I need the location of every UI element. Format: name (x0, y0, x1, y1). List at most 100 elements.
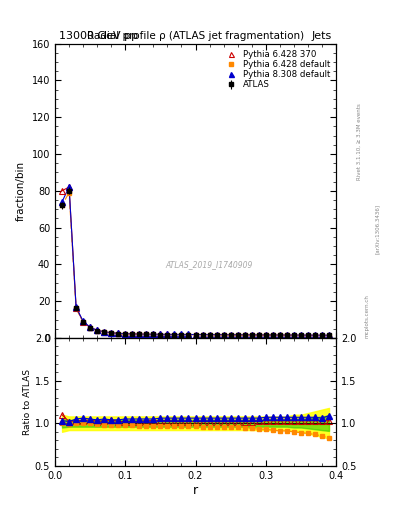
Pythia 6.428 default (74, 305, 79, 311)
Pythia 8.308 default (193, 331, 198, 337)
Pythia 6.428 default (151, 331, 156, 337)
Pythia 6.428 default (250, 332, 254, 338)
Pythia 6.428 370 (109, 330, 114, 336)
Pythia 6.428 370 (60, 188, 64, 194)
Pythia 6.428 default (256, 332, 261, 338)
Pythia 6.428 370 (285, 332, 289, 338)
Pythia 8.308 default (207, 332, 212, 338)
Pythia 6.428 370 (250, 332, 254, 338)
Pythia 6.428 default (292, 332, 296, 338)
Pythia 6.428 370 (81, 318, 86, 325)
Pythia 8.308 default (179, 331, 184, 337)
Pythia 6.428 370 (193, 332, 198, 338)
Pythia 8.308 default (242, 332, 247, 338)
Pythia 6.428 370 (228, 332, 233, 338)
Pythia 6.428 370 (327, 332, 331, 338)
Pythia 8.308 default (214, 332, 219, 338)
Pythia 6.428 370 (292, 332, 296, 338)
Pythia 8.308 default (172, 331, 177, 337)
Pythia 6.428 370 (179, 331, 184, 337)
Pythia 8.308 default (95, 327, 99, 333)
Pythia 8.308 default (88, 324, 92, 330)
Pythia 6.428 default (67, 189, 72, 196)
Pythia 8.308 default (320, 332, 324, 338)
Pythia 6.428 default (312, 333, 317, 339)
Pythia 6.428 370 (186, 332, 191, 338)
Pythia 8.308 default (263, 332, 268, 338)
Pythia 8.308 default (137, 331, 142, 337)
Pythia 6.428 default (235, 332, 240, 338)
Pythia 6.428 default (179, 332, 184, 338)
Pythia 8.308 default (221, 332, 226, 338)
Legend: Pythia 6.428 370, Pythia 6.428 default, Pythia 8.308 default, ATLAS: Pythia 6.428 370, Pythia 6.428 default, … (220, 48, 332, 91)
Pythia 8.308 default (116, 330, 121, 336)
Pythia 6.428 370 (67, 184, 72, 190)
Pythia 6.428 default (306, 333, 310, 339)
X-axis label: r: r (193, 483, 198, 497)
Pythia 8.308 default (109, 330, 114, 336)
Pythia 6.428 370 (88, 325, 92, 331)
Pythia 6.428 370 (151, 331, 156, 337)
Pythia 6.428 370 (102, 329, 107, 335)
Y-axis label: fraction/bin: fraction/bin (16, 161, 26, 221)
Pythia 6.428 default (116, 331, 121, 337)
Pythia 6.428 default (242, 332, 247, 338)
Pythia 8.308 default (67, 184, 72, 190)
Text: 13000 GeV pp: 13000 GeV pp (59, 31, 138, 41)
Pythia 8.308 default (165, 331, 170, 337)
Pythia 6.428 default (320, 333, 324, 339)
Pythia 8.308 default (186, 331, 191, 337)
Pythia 8.308 default (144, 331, 149, 337)
Pythia 6.428 370 (116, 330, 121, 336)
Pythia 6.428 default (81, 319, 86, 325)
Pythia 8.308 default (292, 332, 296, 338)
Pythia 6.428 default (228, 332, 233, 338)
Pythia 6.428 default (214, 332, 219, 338)
Text: ATLAS_2019_I1740909: ATLAS_2019_I1740909 (166, 260, 253, 269)
Pythia 8.308 default (158, 331, 163, 337)
Line: Pythia 6.428 default: Pythia 6.428 default (60, 190, 331, 338)
Pythia 6.428 370 (221, 332, 226, 338)
Pythia 6.428 default (102, 329, 107, 335)
Text: Rivet 3.1.10, ≥ 3.3M events: Rivet 3.1.10, ≥ 3.3M events (357, 103, 362, 180)
Pythia 6.428 default (88, 325, 92, 331)
Pythia 6.428 370 (172, 331, 177, 337)
Pythia 8.308 default (270, 332, 275, 338)
Pythia 6.428 370 (256, 332, 261, 338)
Pythia 8.308 default (299, 332, 303, 338)
Pythia 6.428 370 (123, 331, 128, 337)
Title: Radial profile ρ (ATLAS jet fragmentation): Radial profile ρ (ATLAS jet fragmentatio… (87, 31, 304, 41)
Pythia 8.308 default (151, 331, 156, 337)
Text: [arXiv:1306.3436]: [arXiv:1306.3436] (375, 204, 380, 254)
Line: Pythia 6.428 370: Pythia 6.428 370 (59, 184, 332, 338)
Line: Pythia 8.308 default: Pythia 8.308 default (59, 184, 332, 338)
Pythia 6.428 default (130, 331, 135, 337)
Pythia 6.428 default (123, 331, 128, 337)
Pythia 8.308 default (277, 332, 282, 338)
Pythia 6.428 370 (270, 332, 275, 338)
Pythia 6.428 default (172, 332, 177, 338)
Pythia 8.308 default (228, 332, 233, 338)
Pythia 8.308 default (306, 332, 310, 338)
Pythia 6.428 default (207, 332, 212, 338)
Pythia 6.428 default (158, 332, 163, 338)
Pythia 8.308 default (60, 199, 64, 205)
Pythia 8.308 default (102, 329, 107, 335)
Pythia 6.428 370 (306, 332, 310, 338)
Pythia 6.428 370 (74, 305, 79, 311)
Pythia 6.428 default (193, 332, 198, 338)
Pythia 8.308 default (256, 332, 261, 338)
Pythia 6.428 default (263, 332, 268, 338)
Pythia 6.428 default (60, 202, 64, 208)
Pythia 8.308 default (123, 331, 128, 337)
Pythia 8.308 default (200, 331, 205, 337)
Pythia 8.308 default (130, 331, 135, 337)
Pythia 6.428 default (221, 332, 226, 338)
Pythia 6.428 370 (263, 332, 268, 338)
Pythia 6.428 370 (277, 332, 282, 338)
Text: mcplots.cern.ch: mcplots.cern.ch (365, 294, 370, 338)
Pythia 8.308 default (235, 332, 240, 338)
Pythia 8.308 default (81, 318, 86, 325)
Pythia 6.428 default (95, 328, 99, 334)
Pythia 6.428 370 (130, 331, 135, 337)
